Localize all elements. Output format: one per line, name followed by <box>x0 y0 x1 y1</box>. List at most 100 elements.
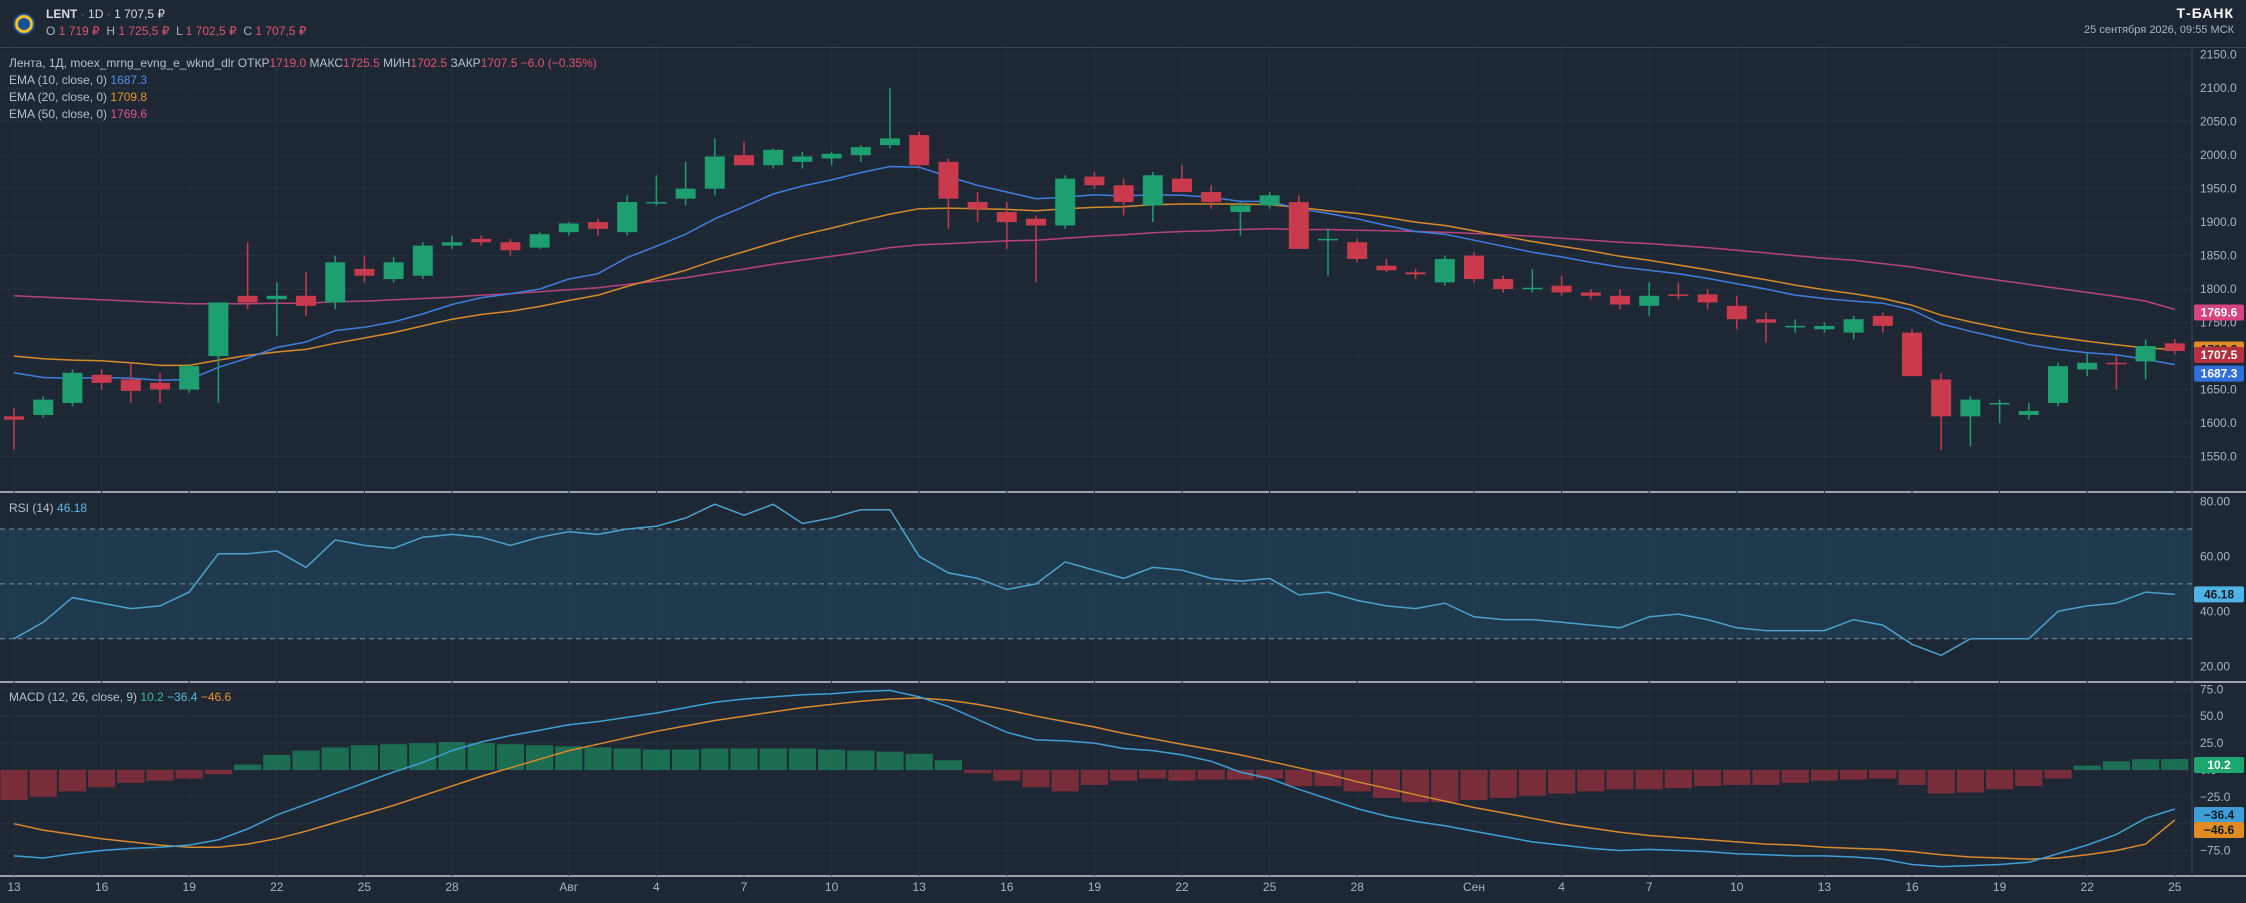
main-legend[interactable]: Лента, 1Д, moex_mrng_evng_e_wknd_dlr ОТК… <box>9 56 597 70</box>
macd-tick-label: 25.0 <box>2200 736 2224 750</box>
candle-body[interactable] <box>1376 265 1397 271</box>
candle-body[interactable] <box>150 382 170 390</box>
candle-body[interactable] <box>880 138 900 146</box>
candle-body[interactable] <box>208 302 229 357</box>
candle-body[interactable] <box>354 269 375 276</box>
time-tick-label: 4 <box>653 880 660 894</box>
candle-body[interactable] <box>412 245 433 276</box>
candle-body[interactable] <box>1960 399 1981 417</box>
candle-body[interactable] <box>1610 295 1630 305</box>
candle-body[interactable] <box>763 149 784 166</box>
candle-body[interactable] <box>325 262 346 303</box>
candle-body[interactable] <box>62 372 83 403</box>
candle-body[interactable] <box>1551 285 1572 293</box>
candle-body[interactable] <box>1201 191 1222 203</box>
candle-body[interactable] <box>2135 346 2156 362</box>
ticker-interval[interactable]: 1D <box>88 7 104 21</box>
macd-signal-line <box>13 697 2176 860</box>
candle-body[interactable] <box>675 188 696 199</box>
candle-body[interactable] <box>471 238 492 243</box>
candle-body[interactable] <box>588 222 608 229</box>
macd-histogram-bar <box>88 769 116 788</box>
candle-body[interactable] <box>1872 315 1893 326</box>
candle-body[interactable] <box>1902 332 1922 377</box>
candle-body[interactable] <box>1026 218 1046 226</box>
price-axis[interactable]: 2150.0 2100.0 2050.0 2000.0 1950.0 1900.0 1850… <box>2194 48 2244 858</box>
ema50-legend[interactable]: EMA (50, close, 0) 1769.6 <box>9 107 147 121</box>
candle-body[interactable] <box>500 242 521 251</box>
rsi-legend[interactable]: RSI (14) 46.18 <box>9 501 87 515</box>
candle-body[interactable] <box>1639 295 1660 306</box>
candle-body[interactable] <box>91 374 112 383</box>
candle-body[interactable] <box>237 295 258 303</box>
candle-body[interactable] <box>1259 195 1280 206</box>
price-panel[interactable] <box>4 88 2185 450</box>
candle-body[interactable] <box>2106 362 2127 365</box>
candle-body[interactable] <box>1785 325 1806 328</box>
candle-body[interactable] <box>1113 185 1134 203</box>
rsi-panel[interactable] <box>0 503 2192 657</box>
candle-body[interactable] <box>967 202 988 209</box>
ema20-legend[interactable]: EMA (20, close, 0) 1709.8 <box>9 90 147 104</box>
candle-body[interactable] <box>850 147 871 156</box>
macd-histogram-bar <box>1606 769 1634 790</box>
candle-body[interactable] <box>1318 238 1338 241</box>
candle-body[interactable] <box>383 262 404 280</box>
candle-body[interactable] <box>734 155 754 166</box>
candle-body[interactable] <box>1843 319 1864 333</box>
candle-body[interactable] <box>1580 292 1601 296</box>
ema10-legend[interactable]: EMA (10, close, 0) 1687.3 <box>9 73 147 87</box>
candle-body[interactable] <box>296 295 316 306</box>
candle-body[interactable] <box>821 153 842 159</box>
candle-body[interactable] <box>2048 366 2068 403</box>
candle-body[interactable] <box>1726 305 1747 320</box>
candle-body[interactable] <box>33 399 54 415</box>
candle-body[interactable] <box>1668 294 1689 296</box>
macd-panel[interactable] <box>0 689 2189 868</box>
candle-body[interactable] <box>266 295 287 300</box>
candle-body[interactable] <box>1230 205 1251 213</box>
candle-body[interactable] <box>2164 343 2185 352</box>
candle-body[interactable] <box>1142 175 1163 206</box>
candle-body[interactable] <box>792 156 813 162</box>
ema-line-20 <box>13 203 2175 367</box>
candle-body[interactable] <box>529 234 550 248</box>
candle-body[interactable] <box>1288 202 1309 249</box>
candle-body[interactable] <box>1464 255 1484 280</box>
time-tick-label: 7 <box>1646 880 1653 894</box>
candle-body[interactable] <box>4 416 24 420</box>
candle-body[interactable] <box>1347 242 1368 259</box>
candle-body[interactable] <box>938 161 959 199</box>
candle-body[interactable] <box>1756 319 1776 323</box>
candle-body[interactable] <box>179 366 200 390</box>
macd-histogram-bar <box>934 760 962 770</box>
macd-legend[interactable]: MACD (12, 26, close, 9) 10.2 −36.4 −46.6 <box>9 690 231 704</box>
macd-histogram-bar <box>292 750 320 770</box>
candle-body[interactable] <box>1493 279 1514 290</box>
candle-body[interactable] <box>442 242 462 246</box>
candle-body[interactable] <box>1931 379 1952 417</box>
candle-body[interactable] <box>1697 294 1718 303</box>
candle-body[interactable] <box>996 212 1017 223</box>
candle-body[interactable] <box>1172 178 1192 192</box>
candle-body[interactable] <box>1989 402 2010 405</box>
time-axis[interactable]: 13 16 19 22 25 28 Авг 4 7 10 13 16 19 22 25 28 Сен 4 7 10 13… <box>7 880 2181 894</box>
candle-body[interactable] <box>2018 410 2039 415</box>
candle-body[interactable] <box>1084 176 1105 186</box>
candle-body[interactable] <box>1522 287 1543 290</box>
candle-body[interactable] <box>120 379 141 391</box>
rsi-tick-label: 80.00 <box>2200 494 2230 508</box>
candle-body[interactable] <box>558 223 579 233</box>
candle-body[interactable] <box>1405 272 1426 275</box>
rsi-tick-label: 20.00 <box>2200 659 2230 673</box>
candle-body[interactable] <box>909 135 930 166</box>
candle-body[interactable] <box>2077 362 2098 370</box>
candle-body[interactable] <box>1814 325 1835 330</box>
candle-body[interactable] <box>1055 178 1076 226</box>
candle-body[interactable] <box>704 156 725 189</box>
candle-body[interactable] <box>617 202 638 233</box>
price-tick-label: 2100.0 <box>2200 81 2237 95</box>
candle-body[interactable] <box>1434 258 1455 283</box>
candle-body[interactable] <box>646 202 667 204</box>
